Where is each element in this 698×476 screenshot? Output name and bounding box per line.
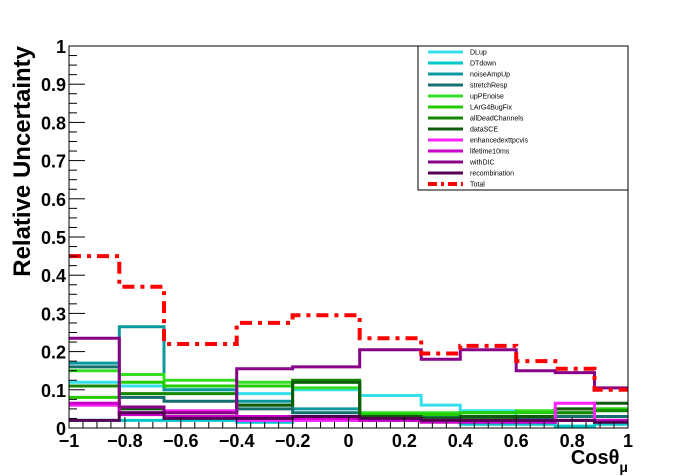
y-tick-label: 0.8 xyxy=(41,113,66,133)
y-tick-label: 0.9 xyxy=(41,75,66,95)
x-tick-label: 0 xyxy=(343,431,353,451)
y-tick-label: 1 xyxy=(56,37,66,57)
y-tick-label: 0.4 xyxy=(41,266,66,286)
x-tick-label: 0.2 xyxy=(392,431,417,451)
axes-layer: −1 −0.8 −0.6 −0.4 −0.2 0 0.2 0.4 0.6 0.8 1 0 0.1 0.2 0… xyxy=(41,37,633,451)
legend: DLup DTdown noiseAmpUp stretchResp upPEnoise… xyxy=(417,45,629,191)
legend-label-stretchResp: stretchResp xyxy=(470,83,507,90)
legend-label-allDeadChannels: allDeadChannels xyxy=(470,116,524,123)
series-layer xyxy=(69,254,628,428)
x-tick-label: −0.2 xyxy=(275,431,311,451)
x-tick-label: −0.4 xyxy=(219,431,255,451)
y-tick-label: 0.1 xyxy=(41,381,66,401)
series-line-recombination xyxy=(69,411,628,424)
x-tick-label: −0.6 xyxy=(163,431,199,451)
x-tick-label: 0.6 xyxy=(504,431,529,451)
legend-label-Total: Total xyxy=(470,182,485,189)
legend-items: DLup DTdown noiseAmpUp stretchResp upPEnoise… xyxy=(428,50,528,189)
x-axis-title-subscript: μ xyxy=(619,459,628,475)
legend-label-dataSCE: dataSCE xyxy=(470,127,498,134)
legend-label-enhancedexttpcvis: enhancedexttpcvis xyxy=(470,138,528,145)
series-line-withDIC xyxy=(69,336,628,415)
legend-label-DTdown: DTdown xyxy=(470,61,496,68)
x-tick-label: 0.4 xyxy=(448,431,473,451)
y-tick-label: 0 xyxy=(56,419,66,439)
y-tick-label: 0.7 xyxy=(41,152,66,172)
legend-label-upPEnoise: upPEnoise xyxy=(470,94,504,101)
legend-label-LArG4BugFix: LArG4BugFix xyxy=(470,105,513,112)
y-tick-label: 0.6 xyxy=(41,190,66,210)
x-tick-label: −0.8 xyxy=(107,431,143,451)
x-axis-title-main: Cosθ xyxy=(571,447,620,469)
y-axis-title: Relative Uncertainty xyxy=(9,45,36,276)
x-tick-label: 0.8 xyxy=(560,431,585,451)
legend-label-lifetime10ms: lifetime10ms xyxy=(470,149,510,156)
legend-label-withDIC: withDIC xyxy=(469,160,495,167)
y-tick-label: 0.5 xyxy=(41,228,66,248)
legend-label-noiseAmpUp: noiseAmpUp xyxy=(470,72,510,79)
y-tick-label: 0.2 xyxy=(41,343,66,363)
x-axis-title: Cosθμ xyxy=(571,447,628,475)
y-tick-label: 0.3 xyxy=(41,304,66,324)
x-tick-label: 1 xyxy=(623,431,633,451)
legend-label-recombination: recombination xyxy=(470,171,514,178)
x-tick-label: −1 xyxy=(59,431,80,451)
legend-label-DLup: DLup xyxy=(470,50,487,57)
